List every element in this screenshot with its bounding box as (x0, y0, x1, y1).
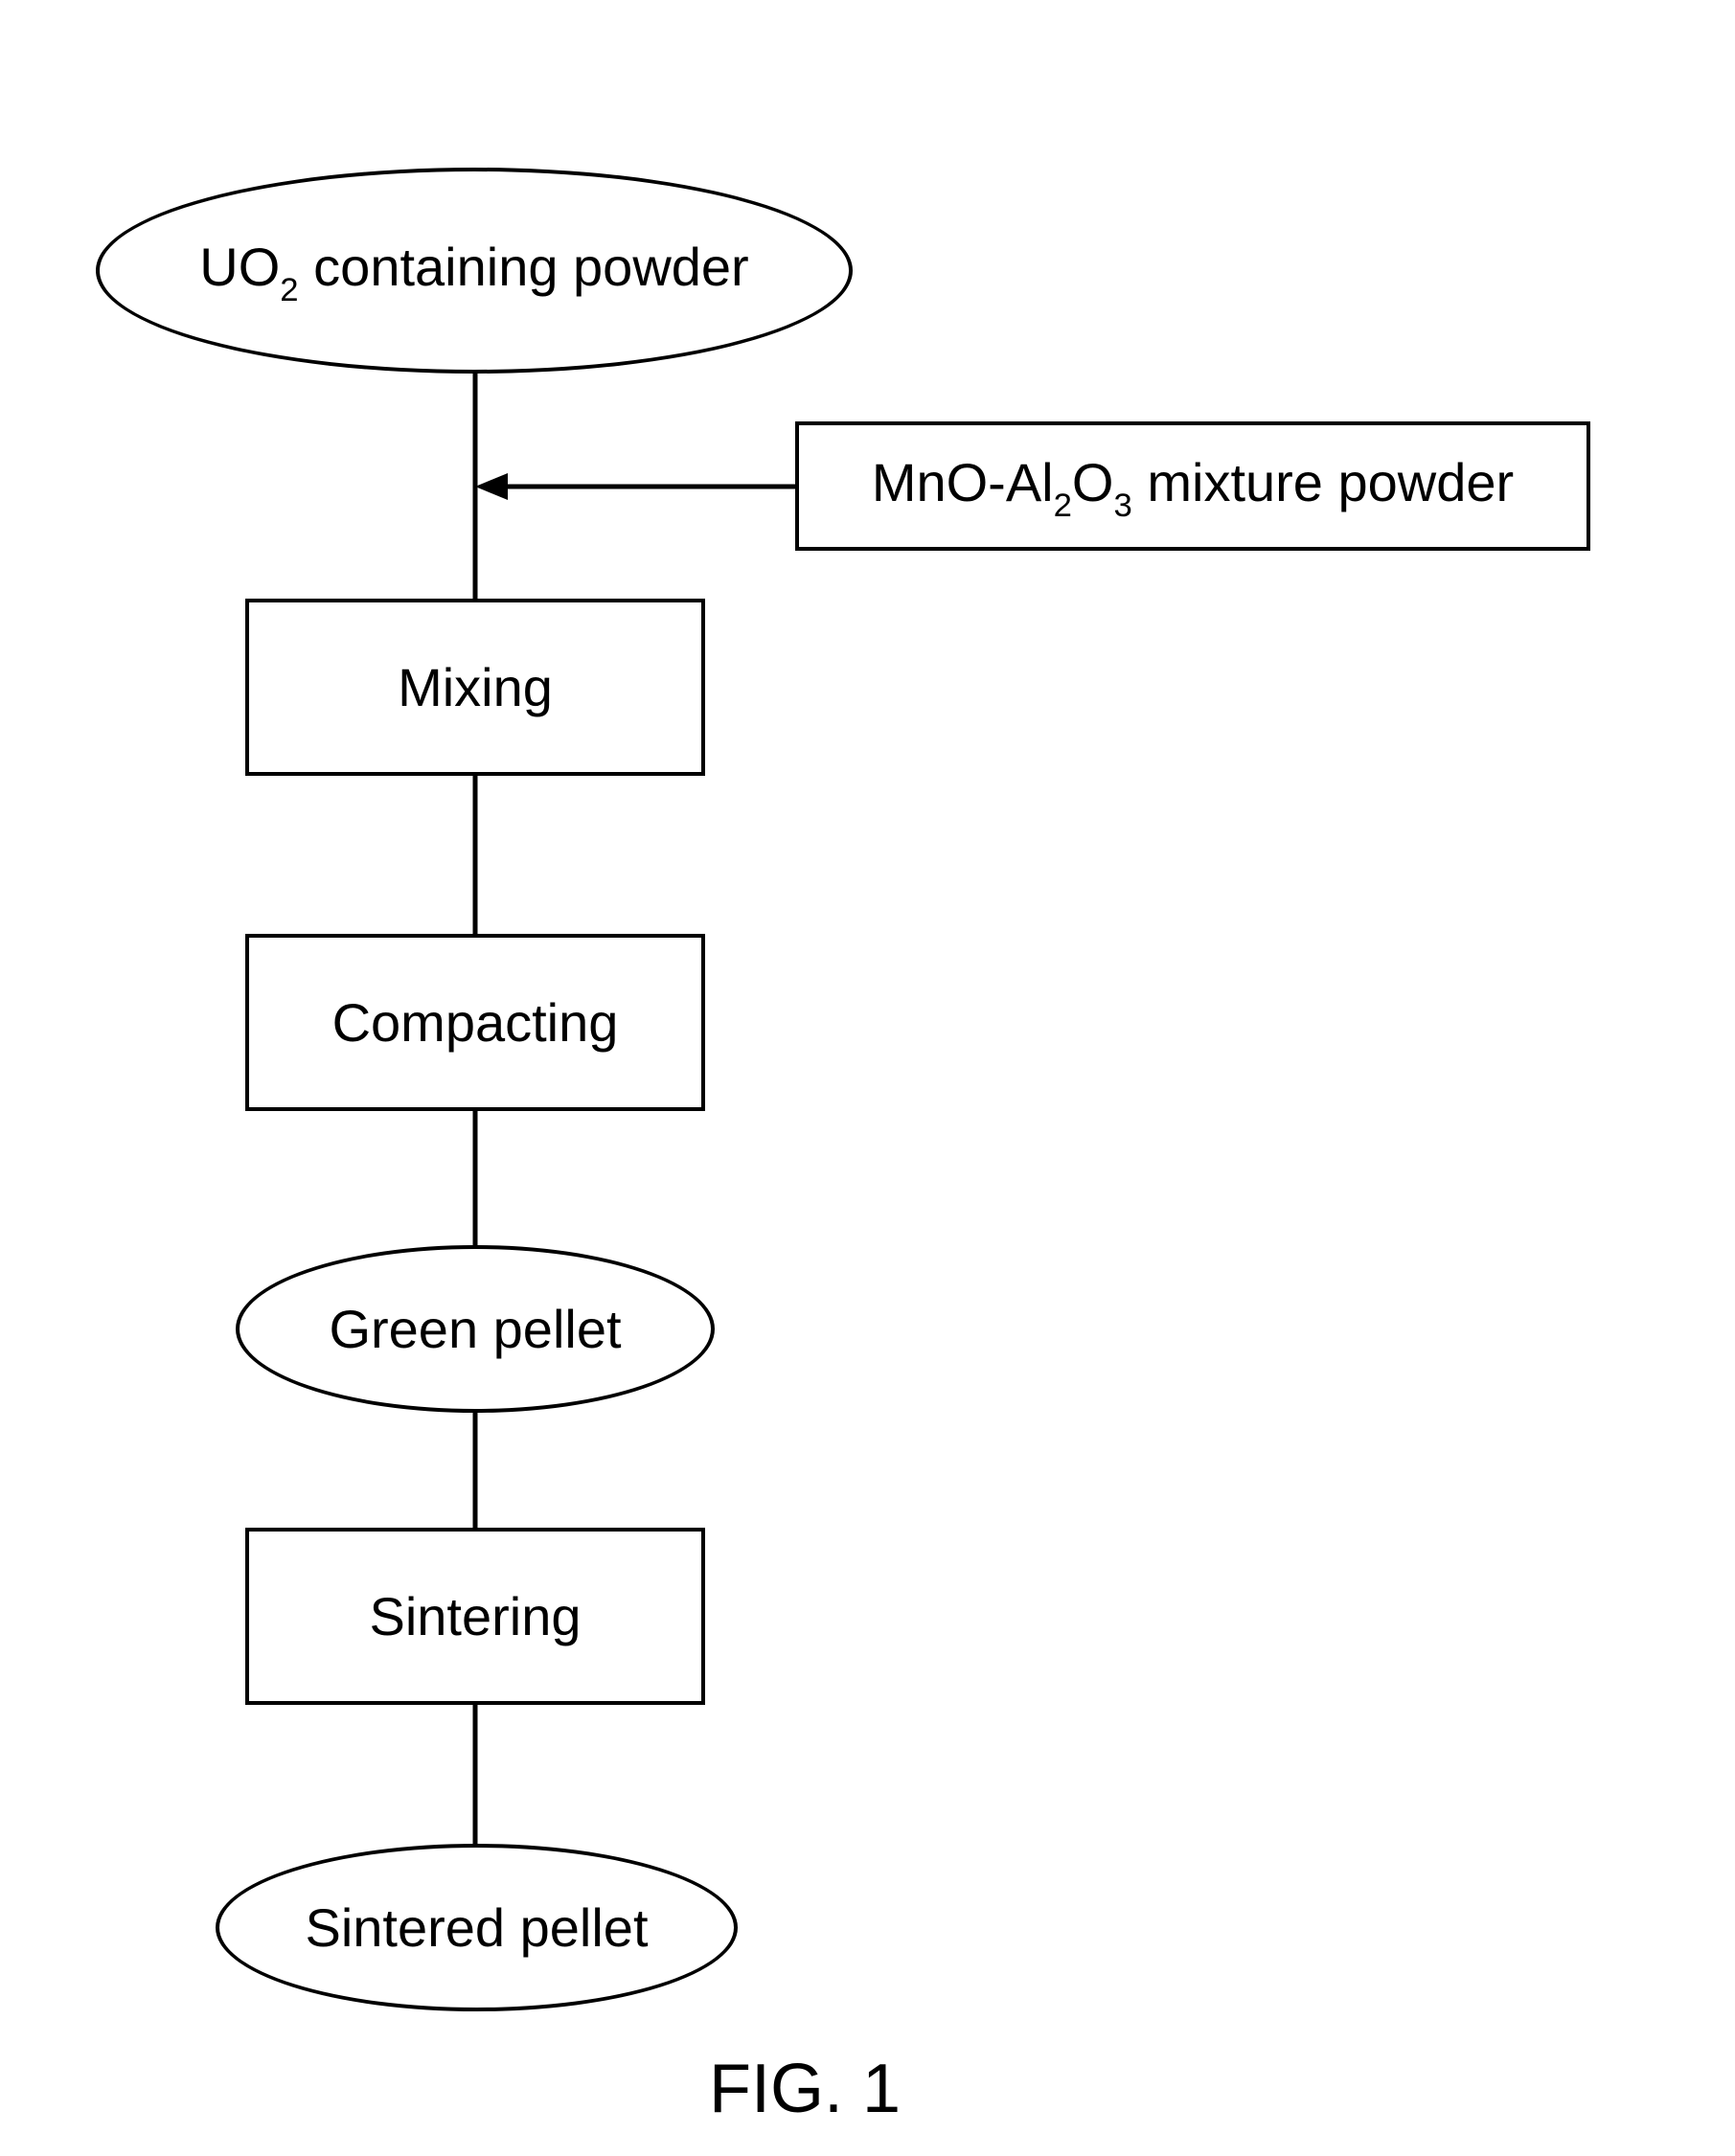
node-green-pellet: Green pellet (236, 1245, 715, 1413)
node-additive-label: MnO-Al2O3 mixture powder (872, 451, 1514, 521)
node-compacting: Compacting (245, 934, 705, 1111)
node-additive-mno-al2o3: MnO-Al2O3 mixture powder (795, 421, 1590, 551)
node-start-uo2-powder: UO2 containing powder (96, 168, 853, 374)
node-start-label: UO2 containing powder (199, 236, 748, 306)
node-sintering: Sintering (245, 1528, 705, 1705)
node-mixing-label: Mixing (398, 656, 553, 718)
node-compacting-label: Compacting (332, 991, 619, 1054)
node-sintered-label: Sintered pellet (305, 1896, 648, 1959)
node-sintered-pellet: Sintered pellet (216, 1844, 738, 2011)
node-green-label: Green pellet (329, 1298, 621, 1360)
node-mixing: Mixing (245, 599, 705, 776)
flowchart-canvas: UO2 containing powder MnO-Al2O3 mixture … (0, 0, 1735, 2156)
node-sintering-label: Sintering (369, 1585, 581, 1647)
figure-caption: FIG. 1 (709, 2050, 901, 2128)
